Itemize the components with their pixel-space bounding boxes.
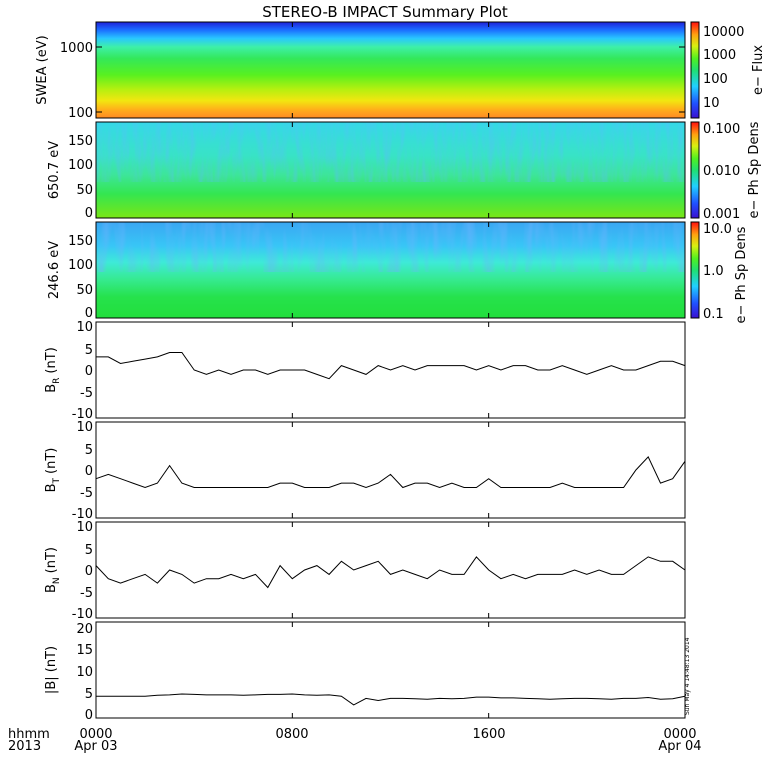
flux-cbar-tick-1000: 1000	[703, 48, 736, 63]
pad650-ytick-0: 0	[85, 206, 93, 221]
bt-ylabel-main: B	[44, 483, 59, 492]
pad650-cbar-tick-0100: 0.100	[703, 122, 740, 137]
bmag-ytick-5: 5	[85, 687, 93, 702]
pad650-texture	[96, 122, 685, 182]
pad650-cbar-tick-0001: 0.001	[703, 207, 740, 222]
bt-panel: 10 5 0 -5 -10 BT (nT)	[44, 420, 686, 522]
swea-panel: 1000 100 SWEA (eV)	[35, 21, 686, 121]
br-ytick-0: 0	[85, 364, 93, 379]
br-frame	[95, 321, 686, 419]
pad246-colorbar: 10.0 1.0 0.1 e− Ph Sp Dens	[690, 221, 749, 323]
bn-ylabel: BN (nT)	[44, 547, 62, 593]
pad650-colorbar: 0.100 0.010 0.001 e− Ph Sp Dens	[690, 121, 762, 222]
bn-ylabel-sub: N	[52, 577, 62, 584]
pad650-cbar-tick-0010: 0.010	[703, 164, 740, 179]
flux-colorbar: 10000 1000 100 10 e− Flux	[690, 21, 766, 119]
plot-title: STEREO-B IMPACT Summary Plot	[262, 3, 508, 21]
pad650-cbar-label: e− Ph Sp Dens	[747, 121, 762, 218]
pad650-colorbar-ramp	[690, 121, 700, 219]
bmag-ytick-0: 0	[85, 708, 93, 723]
swea-ytick-1000: 1000	[60, 41, 93, 56]
br-ylabel-sub: R	[52, 378, 62, 384]
swea-ytick-100: 100	[68, 106, 93, 121]
swea-frame	[95, 21, 686, 119]
pad650-frame	[95, 121, 686, 219]
bt-ytick-m5: -5	[80, 486, 93, 501]
mag-lines	[95, 352, 686, 706]
x-tick-marks	[95, 22, 686, 718]
pad246-ytick-50: 50	[76, 283, 93, 298]
bt-ytick-10: 10	[76, 420, 93, 435]
br-ytick-5: 5	[85, 343, 93, 358]
flux-cbar-tick-10: 10	[703, 96, 720, 111]
pad650-panel: 150 100 50 0 650.7 eV	[47, 121, 686, 221]
bt-ytick-m10: -10	[72, 507, 93, 522]
bn-ylabel-unit: (nT)	[44, 547, 59, 573]
pad246-panel: 150 100 50 0 246.6 eV	[47, 221, 686, 321]
pad246-ytick-150: 150	[68, 234, 93, 249]
flux-cbar-tick-100: 100	[703, 72, 728, 87]
pad246-cbar-tick-1: 1.0	[703, 264, 724, 279]
x-tick-label-end: 0000	[663, 727, 696, 742]
pad246-ylabel: 246.6 eV	[47, 241, 62, 299]
pad246-frame	[95, 221, 686, 319]
bmag-ytick-20: 20	[76, 622, 93, 637]
br-panel: 10 5 0 -5 -10 BR (nT)	[44, 320, 686, 422]
bn-frame	[95, 521, 686, 619]
bn-ytick-m10: -10	[72, 607, 93, 622]
x-corner-year: 2013	[8, 739, 41, 754]
pad246-colorbar-ramp	[690, 221, 700, 319]
bn-ytick-5: 5	[85, 543, 93, 558]
bn-ytick-m5: -5	[80, 586, 93, 601]
br-ylabel-main: B	[44, 384, 59, 393]
bmag-line	[96, 693, 686, 706]
bn-line	[95, 556, 686, 589]
bt-ylabel-unit: (nT)	[44, 448, 59, 474]
bt-frame	[95, 421, 686, 519]
bn-ytick-0: 0	[85, 564, 93, 579]
x-corner-hhmm: hhmm	[8, 727, 50, 742]
pad246-cbar-tick-10: 10.0	[703, 222, 732, 237]
br-line	[96, 352, 686, 380]
bmag-ytick-15: 15	[76, 643, 93, 658]
flux-colorbar-ramp	[690, 21, 700, 119]
pad246-cbar-tick-01: 0.1	[703, 307, 724, 322]
pad246-ytick-100: 100	[68, 258, 93, 273]
pad246-texture	[96, 222, 685, 272]
pad650-ylabel: 650.7 eV	[47, 141, 62, 199]
x-tick-label-0000: 0000	[79, 727, 112, 742]
bt-ylabel-sub: T	[52, 477, 62, 484]
pad650-ytick-50: 50	[76, 183, 93, 198]
pad246-ytick-0: 0	[85, 306, 93, 321]
bmag-frame	[95, 621, 686, 719]
pad650-ytick-150: 150	[68, 134, 93, 149]
flux-cbar-tick-10000: 10000	[703, 25, 744, 40]
bn-ytick-10: 10	[76, 520, 93, 535]
bn-panel: 10 5 0 -5 -10 BN (nT)	[44, 520, 686, 622]
x-tick-date-apr03: Apr 03	[74, 739, 117, 754]
bmag-ylabel: |B| (nT)	[44, 646, 59, 694]
bmag-panel: 20 15 10 5 0 |B| (nT) Sun May 4 14:48:13…	[44, 621, 691, 723]
bn-ylabel-main: B	[44, 584, 59, 593]
bt-ytick-5: 5	[85, 443, 93, 458]
bmag-ytick-10: 10	[76, 665, 93, 680]
timestamp: Sun May 4 14:48:13 2014	[684, 637, 691, 715]
x-tick-date-apr04: Apr 04	[658, 739, 701, 754]
br-ylabel: BR (nT)	[44, 347, 62, 393]
swea-spectrogram	[96, 22, 685, 118]
pad246-cbar-label: e− Ph Sp Dens	[734, 226, 749, 323]
bt-line	[95, 456, 686, 489]
bt-ytick-0: 0	[85, 464, 93, 479]
x-tick-label-0800: 0800	[275, 727, 308, 742]
x-tick-label-1600: 1600	[472, 727, 505, 742]
br-ytick-m10: -10	[72, 407, 93, 422]
br-ylabel-unit: (nT)	[44, 347, 59, 373]
pad650-ytick-100: 100	[68, 158, 93, 173]
flux-cbar-label: e− Flux	[751, 45, 766, 95]
bt-ylabel: BT (nT)	[44, 448, 62, 493]
br-ytick-m5: -5	[80, 386, 93, 401]
br-ytick-10: 10	[76, 320, 93, 335]
swea-ylabel: SWEA (eV)	[35, 35, 50, 104]
